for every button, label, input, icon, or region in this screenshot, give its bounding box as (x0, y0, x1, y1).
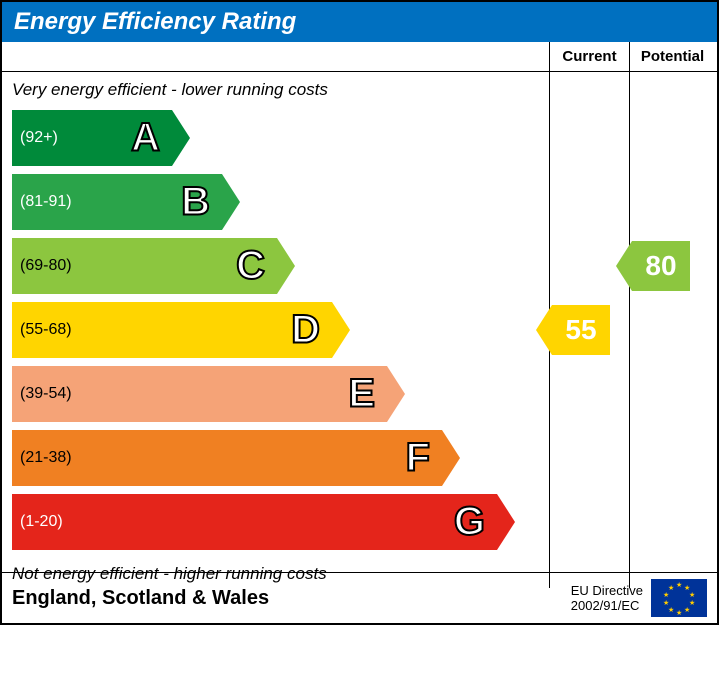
footer-region: England, Scotland & Wales (12, 587, 269, 610)
epc-chart: Energy Efficiency Rating Current Potenti… (0, 0, 719, 625)
potential-column: 80 (630, 72, 715, 588)
eu-flag-stars: ★★ ★★ ★★ ★★ ★★ (664, 583, 694, 613)
band-arrow-d (332, 302, 350, 358)
band-row-b: (81-91) B (12, 174, 549, 230)
band-letter-b: B (181, 180, 210, 225)
current-indicator-value: 55 (552, 305, 610, 355)
current-column: 55 (550, 72, 630, 588)
band-arrow-c (277, 238, 295, 294)
header-potential: Potential (630, 42, 715, 71)
band-letter-a: A (131, 116, 160, 161)
band-arrow-f (442, 430, 460, 486)
band-row-f: (21-38) F (12, 430, 549, 486)
bands-column: Very energy efficient - lower running co… (2, 72, 550, 588)
band-bar-a: (92+) A (12, 110, 172, 166)
band-range-b: (81-91) (12, 193, 72, 211)
band-range-e: (39-54) (12, 385, 72, 403)
directive-line2: 2002/91/EC (571, 598, 643, 613)
band-bar-f: (21-38) F (12, 430, 442, 486)
band-range-d: (55-68) (12, 321, 72, 339)
band-arrow-g (497, 494, 515, 550)
band-range-c: (69-80) (12, 257, 72, 275)
bars-container: (92+) A (81-91) B (69-80) C (55-68) D (39-54) E (2… (2, 110, 549, 550)
current-indicator: 55 (536, 305, 610, 355)
potential-indicator-arrow-icon (616, 241, 632, 291)
header-row: Current Potential (2, 42, 717, 72)
band-arrow-b (222, 174, 240, 230)
band-range-a: (92+) (12, 129, 58, 147)
band-row-c: (69-80) C (12, 238, 549, 294)
band-range-f: (21-38) (12, 449, 72, 467)
band-row-g: (1-20) G (12, 494, 549, 550)
band-arrow-a (172, 110, 190, 166)
band-row-d: (55-68) D (12, 302, 549, 358)
header-spacer (2, 42, 550, 71)
band-letter-c: C (236, 244, 265, 289)
eu-flag-icon: ★★ ★★ ★★ ★★ ★★ (651, 579, 707, 617)
band-bar-b: (81-91) B (12, 174, 222, 230)
band-bar-d: (55-68) D (12, 302, 332, 358)
band-bar-e: (39-54) E (12, 366, 387, 422)
title-bar: Energy Efficiency Rating (2, 2, 717, 42)
body-row: Very energy efficient - lower running co… (2, 72, 717, 572)
chart-title: Energy Efficiency Rating (14, 8, 296, 35)
band-letter-d: D (291, 308, 320, 353)
note-inefficient: Not energy efficient - higher running co… (2, 558, 549, 584)
current-indicator-arrow-icon (536, 305, 552, 355)
band-letter-g: G (454, 500, 485, 545)
band-bar-g: (1-20) G (12, 494, 497, 550)
band-letter-f: F (406, 436, 430, 481)
band-arrow-e (387, 366, 405, 422)
header-current: Current (550, 42, 630, 71)
band-row-e: (39-54) E (12, 366, 549, 422)
band-row-a: (92+) A (12, 110, 549, 166)
band-range-g: (1-20) (12, 513, 63, 531)
band-letter-e: E (348, 372, 375, 417)
band-bar-c: (69-80) C (12, 238, 277, 294)
potential-indicator-value: 80 (632, 241, 690, 291)
note-efficient: Very energy efficient - lower running co… (2, 80, 549, 106)
potential-indicator: 80 (616, 241, 690, 291)
